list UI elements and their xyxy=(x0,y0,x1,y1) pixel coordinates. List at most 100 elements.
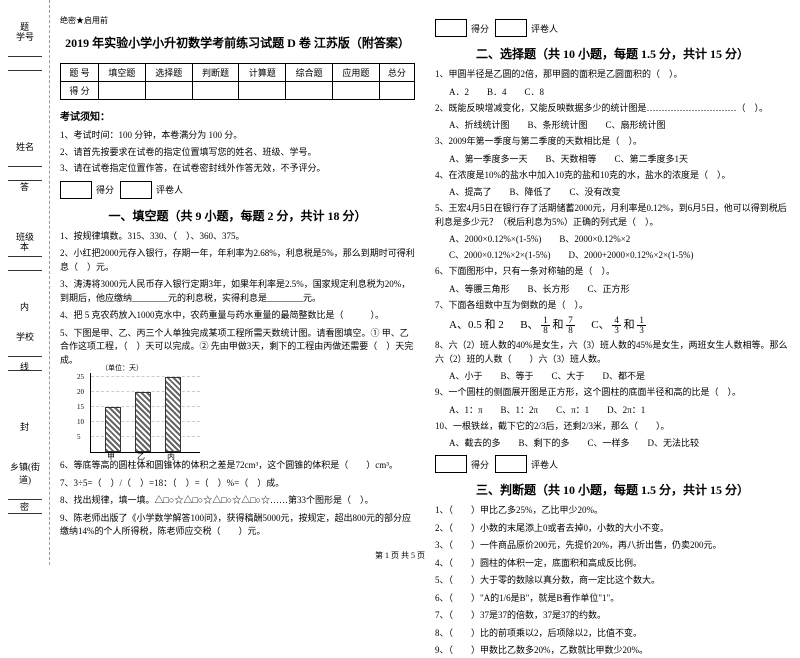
chart-unit: （单位：天） xyxy=(101,363,143,373)
frac-icon: 43 xyxy=(612,316,621,335)
q2-4-opts: A、提高了B、降低了C、没有改变 xyxy=(449,185,790,198)
q1-3: 3、涛涛将3000元人民币存入银行定期3年，如果年利率是2.5%，国家规定利息税… xyxy=(60,278,415,305)
scorer-row-1: 得分 评卷人 xyxy=(60,181,415,199)
xlabel: 甲 xyxy=(107,451,115,462)
td: 得 分 xyxy=(61,82,99,100)
q2-9-opts: A、1：πB、1：2πC、π：1D、2π：1 xyxy=(449,403,790,416)
ytick: 10 xyxy=(77,418,84,426)
q2-10-opts: A、截去的多B、剩下的多C、一样多D、无法比较 xyxy=(449,436,790,449)
q2-10: 10、一根铁丝，截下它的2/3后，还剩2/3米，那么（ ）。 xyxy=(435,420,790,434)
frac-icon: 18 xyxy=(541,316,550,335)
secrecy-tag: 绝密★启用前 xyxy=(60,15,415,26)
seal-char-2: 本 xyxy=(20,240,29,253)
q2-5: 5、王宏4月5日在银行存了活期储蓄2000元，月利率是0.12%，到6月5日，他… xyxy=(435,202,790,229)
seal-char-3: 内 xyxy=(20,300,29,313)
q2-2: 2、既能反映增减变化，又能反映数据多少的统计图是…………………………（ ）。 xyxy=(435,102,790,116)
ytick: 25 xyxy=(77,373,84,381)
bar-jia xyxy=(105,407,121,452)
th: 综合题 xyxy=(286,64,333,82)
ytick: 5 xyxy=(77,433,81,441)
q2-9: 9、一个圆柱的侧面展开图是正方形，这个圆柱的底面半径和高的比是（ ）。 xyxy=(435,386,790,400)
td xyxy=(286,82,333,100)
q2-3-opts: A、第一季度多一天B、天数相等C、第二季度多1天 xyxy=(449,152,790,165)
th: 选择题 xyxy=(145,64,192,82)
th: 应用题 xyxy=(333,64,380,82)
margin-label-1: 姓名 xyxy=(8,140,42,153)
margin-group-0: 学号 xyxy=(8,30,42,73)
table-row: 题 号 填空题 选择题 判断题 计算题 综合题 应用题 总分 xyxy=(61,64,415,82)
score-label: 得分 xyxy=(471,458,489,471)
q1-4: 4、把 5 克农药放入1000克水中，农药重量与药水重量的最简整数比是（ ）。 xyxy=(60,309,415,323)
score-label: 得分 xyxy=(96,183,114,196)
th: 题 号 xyxy=(61,64,99,82)
score-label: 得分 xyxy=(471,22,489,35)
q3-8: 8、（ ）比的前项乘以2，后项除以2，比值不变。 xyxy=(435,627,790,641)
bar-yi xyxy=(135,392,151,452)
content-area: 绝密★启用前 2019 年实验小学小升初数学考前练习试题 D 卷 江苏版（附答案… xyxy=(50,0,800,565)
q2-4: 4、在浓度是10%的盐水中加入10克的盐和10克的水，盐水的浓度是（ ）。 xyxy=(435,169,790,183)
notice-3: 3、请在试卷指定位置作答，在试卷密封线外作答无效，不予评分。 xyxy=(60,162,415,175)
q3-7: 7、（ ）37是37的倍数，37是37的约数。 xyxy=(435,609,790,623)
q1-8: 8、找出规律，填一填。△□○☆△□○☆△□○☆△□○☆……第33个图形是（ ）。 xyxy=(60,494,415,508)
q2-6-opts: A、等腰三角形B、长方形C、正方形 xyxy=(449,282,790,295)
notice-2: 2、请首先按要求在试卷的指定位置填写您的姓名、班级、学号。 xyxy=(60,146,415,159)
section-2-title: 二、选择题（共 10 小题，每题 1.5 分，共计 15 分） xyxy=(435,45,790,62)
seal-char-4: 线 xyxy=(20,360,29,373)
q1-7: 7、3÷5=（ ）/（ ）=18：（ ）=（ ）%=（ ）成。 xyxy=(60,477,415,491)
section-1-title: 一、填空题（共 9 小题，每题 2 分，共计 18 分） xyxy=(60,207,415,224)
q2-6: 6、下面图形中，只有一条对称轴的是（ ）。 xyxy=(435,265,790,279)
notice-title: 考试须知： xyxy=(60,108,415,123)
th: 填空题 xyxy=(99,64,146,82)
grader-box xyxy=(120,181,152,199)
grader-label: 评卷人 xyxy=(156,183,183,196)
ytick: 20 xyxy=(77,388,84,396)
score-table: 题 号 填空题 选择题 判断题 计算题 综合题 应用题 总分 得 分 xyxy=(60,63,415,100)
th: 判断题 xyxy=(192,64,239,82)
page: 学号 姓名 班级 学校 乡镇(街道) 题 答 本 内 线 封 密 绝密★启用前 xyxy=(0,0,800,565)
grader-box xyxy=(495,455,527,473)
left-column: 绝密★启用前 2019 年实验小学小升初数学考前练习试题 D 卷 江苏版（附答案… xyxy=(60,15,415,560)
q3-9: 9、（ ）甲数比乙数多20%，乙数就比甲数少20%。 xyxy=(435,644,790,658)
grader-label: 评卷人 xyxy=(531,458,558,471)
bar-bing xyxy=(165,377,181,452)
margin-label-4: 乡镇(街道) xyxy=(8,460,42,486)
q2-7-opts: A、0.5 和 2 B、 18 和 78 C、 43 和 13 xyxy=(435,316,790,335)
frac-icon: 13 xyxy=(637,316,646,335)
seal-char-1: 答 xyxy=(20,180,29,193)
th: 计算题 xyxy=(239,64,286,82)
margin-group-1: 姓名 xyxy=(8,140,42,183)
q3-6: 6、（ ）"A的1/6是B"，就是B看作单位"1"。 xyxy=(435,592,790,606)
ytick: 15 xyxy=(77,403,84,411)
score-box xyxy=(435,455,467,473)
seal-char-5: 封 xyxy=(20,420,29,433)
exam-title: 2019 年实验小学小升初数学考前练习试题 D 卷 江苏版（附答案） xyxy=(60,34,415,51)
q1-1: 1、按规律填数。315、330、（ ）、360、375。 xyxy=(60,230,415,244)
th: 总分 xyxy=(379,64,414,82)
frac-icon: 78 xyxy=(566,316,575,335)
seal-char-0: 题 xyxy=(20,20,29,33)
q3-3: 3、（ ）一件商品原价200元，先提价20%，再八折出售，仍卖200元。 xyxy=(435,539,790,553)
q2-7: 7、下面各组数中互为倒数的是（ ）。 xyxy=(435,299,790,313)
q1-2: 2、小红把2000元存入银行，存期一年，年利率为2.68%，利息税是5%，那么到… xyxy=(60,247,415,274)
seal-char-6: 密 xyxy=(20,500,29,513)
q3-2: 2、（ ）小数的末尾添上0或者去掉0，小数的大小不变。 xyxy=(435,522,790,536)
bar-chart: （单位：天） 5 10 15 20 25 甲 乙 丙 xyxy=(90,373,200,453)
q2-8: 8、六（2）班人数的40%是女生，六（3）班人数的45%是女生，两班女生人数相等… xyxy=(435,339,790,366)
score-box xyxy=(435,19,467,37)
q2-1: 1、甲圆半径是乙圆的2倍，那甲圆的面积是乙圆面积的（ ）。 xyxy=(435,68,790,82)
td xyxy=(239,82,286,100)
q1-9: 9、陈老师出版了《小学数学解答100问》，获得稿酬5000元，按规定，超出800… xyxy=(60,512,415,539)
section-3-title: 三、判断题（共 10 小题，每题 1.5 分，共计 15 分） xyxy=(435,481,790,498)
margin-label-3: 学校 xyxy=(8,330,42,343)
q2-3: 3、2009年第一季度与第二季度的天数相比是（ ）。 xyxy=(435,135,790,149)
td xyxy=(145,82,192,100)
right-column: 得分 评卷人 二、选择题（共 10 小题，每题 1.5 分，共计 15 分） 1… xyxy=(435,15,790,560)
notice-1: 1、考试时间：100 分钟，本卷满分为 100 分。 xyxy=(60,129,415,142)
scorer-row-3: 得分 评卷人 xyxy=(435,455,790,473)
grader-box xyxy=(495,19,527,37)
q2-5-opts: A、2000×0.12%×(1-5%)B、2000×0.12%×2 xyxy=(449,232,790,245)
q2-2-opts: A、折线统计图B、条形统计图C、扇形统计图 xyxy=(449,118,790,131)
scorer-row-2: 得分 评卷人 xyxy=(435,19,790,37)
td xyxy=(99,82,146,100)
td xyxy=(192,82,239,100)
